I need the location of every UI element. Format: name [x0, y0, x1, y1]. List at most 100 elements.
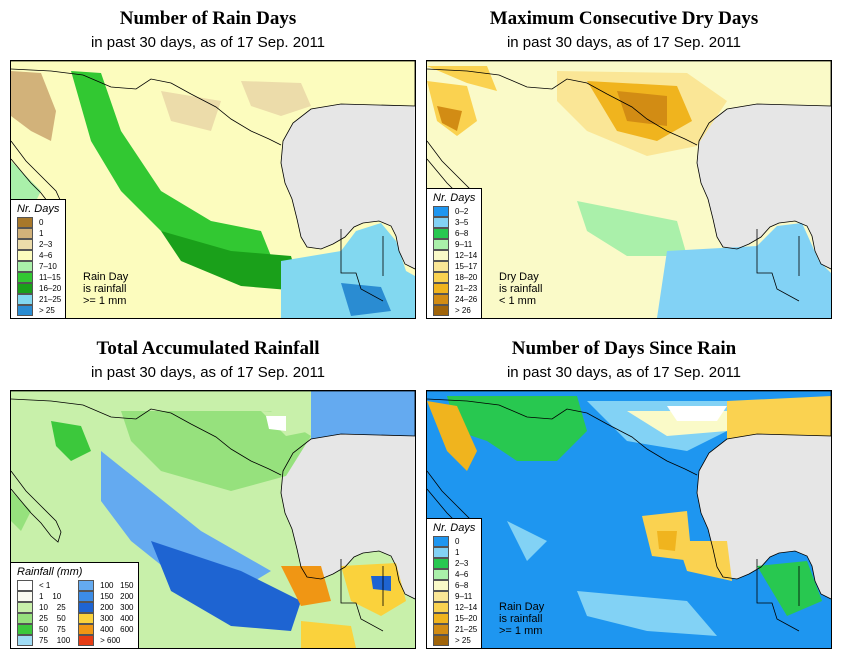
- legend-note-line: Dry Day: [499, 271, 539, 283]
- legend-item: 16–20: [17, 283, 61, 294]
- legend-label: 6–8: [455, 229, 469, 238]
- legend-swatch: [433, 206, 449, 217]
- map-rain-days: Nr. Days 0 1 2–3 4–6 7–10 11–15 16–20 21–25 > 25…: [10, 60, 416, 319]
- legend-item: 25 50: [17, 613, 70, 624]
- legend-item: 6–8: [433, 228, 477, 239]
- legend-label: 400 600: [100, 625, 134, 634]
- legend-label: 100 150: [100, 581, 134, 590]
- legend-note-line: Rain Day: [83, 271, 129, 283]
- legend-list: 0 1 2–3 4–6 7–10 11–15 16–20 21–25 > 25: [17, 217, 61, 316]
- panel-total-rainfall: Total Accumulated Rainfall in past 30 da…: [0, 330, 416, 650]
- legend: Rainfall (mm) < 1 100 150 1 10 150 200 10 25…: [11, 562, 139, 648]
- legend-item: 21–25: [17, 294, 61, 305]
- legend-label: 21–25: [39, 295, 62, 304]
- legend-item: 2–3: [433, 558, 477, 569]
- panel-subtitle: in past 30 days, as of 17 Sep. 2011: [506, 34, 742, 51]
- legend-item: 18–20: [433, 272, 477, 283]
- legend-label: 3–5: [455, 218, 469, 227]
- legend-label: 300 400: [100, 614, 134, 623]
- legend-item: 1: [433, 547, 477, 558]
- panel-title: Total Accumulated Rainfall: [96, 338, 320, 359]
- legend-item: 6–8: [433, 580, 477, 591]
- legend-item: 1: [17, 228, 61, 239]
- legend-swatch: [17, 228, 33, 239]
- legend-label: 7–10: [39, 262, 57, 271]
- legend-item: 21–25: [433, 624, 477, 635]
- legend-item: > 25: [17, 305, 61, 316]
- legend-item: 1 10: [17, 591, 70, 602]
- legend-label: 9–11: [455, 592, 473, 601]
- legend-item: 9–11: [433, 239, 477, 250]
- legend-swatch: [17, 294, 33, 305]
- legend-item: 0: [433, 536, 477, 547]
- legend-note-line: is rainfall: [499, 283, 543, 295]
- legend-item: 400 600: [78, 624, 134, 635]
- legend-item: 3–5: [433, 217, 477, 228]
- panel-rain-days: Number of Rain Days in past 30 days, as …: [0, 0, 416, 320]
- legend-item: 12–14: [433, 602, 477, 613]
- map-total-rainfall: Rainfall (mm) < 1 100 150 1 10 150 200 10 25…: [10, 390, 416, 649]
- legend-note: Dry Day is rainfall < 1 mm: [499, 271, 542, 307]
- legend-label: 25 50: [39, 614, 66, 623]
- legend-label: 11–15: [39, 273, 61, 282]
- legend-label: 4–6: [39, 251, 53, 260]
- panel-subtitle: in past 30 days, as of 17 Sep. 2011: [90, 34, 326, 51]
- legend-label: 75 100: [39, 636, 71, 645]
- legend-swatch: [17, 613, 33, 624]
- legend-list: < 1 100 150 1 10 150 200 10 25 200 300 25 50 30…: [17, 580, 134, 646]
- legend-item: > 600: [78, 635, 133, 646]
- legend-swatch: [433, 305, 449, 316]
- legend-label: 16–20: [39, 284, 62, 293]
- legend-item: 11–15: [17, 272, 61, 283]
- legend-label: 15–17: [455, 262, 478, 271]
- legend-swatch: [433, 569, 449, 580]
- legend-swatch: [17, 272, 33, 283]
- legend-swatch: [78, 624, 95, 635]
- legend-swatch: [17, 602, 33, 613]
- legend-swatch: [78, 613, 95, 624]
- legend-label: 10 25: [39, 603, 66, 612]
- map-canvas: [11, 61, 415, 318]
- legend-swatch: [433, 250, 449, 261]
- legend-swatch: [17, 283, 33, 294]
- legend-swatch: [433, 613, 449, 624]
- panel-title: Maximum Consecutive Dry Days: [489, 8, 759, 29]
- legend-label: 200 300: [100, 603, 134, 612]
- legend-title: Nr. Days: [17, 203, 60, 215]
- legend-label: > 600: [100, 636, 121, 645]
- legend-item: 12–14: [433, 250, 477, 261]
- legend-label: 50 75: [39, 625, 66, 634]
- legend-item: 200 300: [78, 602, 134, 613]
- legend-label: 21–23: [455, 284, 478, 293]
- legend-label: > 25: [455, 636, 471, 645]
- legend-label: 12–14: [455, 603, 478, 612]
- legend-swatch: [433, 272, 449, 283]
- legend-item: 7–10: [17, 261, 61, 272]
- legend-item: 15–20: [433, 613, 477, 624]
- legend-title: Nr. Days: [433, 522, 476, 534]
- legend-label: 2–3: [455, 559, 469, 568]
- panel-days-since-rain: Number of Days Since Rain in past 30 day…: [416, 330, 832, 650]
- legend-item: 21–23: [433, 283, 477, 294]
- legend-swatch: [433, 558, 449, 569]
- legend-swatch: [17, 217, 33, 228]
- legend-swatch: [433, 261, 449, 272]
- legend-item: 50 75: [17, 624, 70, 635]
- legend-swatch: [17, 624, 33, 635]
- legend-note-line: Rain Day: [499, 601, 545, 613]
- legend-label: 150 200: [100, 592, 134, 601]
- legend-swatch: [78, 591, 95, 602]
- panel-subtitle: in past 30 days, as of 17 Sep. 2011: [90, 364, 326, 381]
- legend-swatch: [433, 228, 449, 239]
- legend-swatch: [17, 591, 33, 602]
- panel-title: Number of Rain Days: [119, 8, 297, 29]
- legend-swatch: [17, 239, 33, 250]
- legend-swatch: [433, 624, 449, 635]
- legend-swatch: [17, 580, 33, 591]
- legend-label: > 26: [455, 306, 471, 315]
- legend-swatch: [17, 261, 33, 272]
- legend-note-line: is rainfall: [83, 283, 127, 295]
- legend-note: Rain Day is rainfall >= 1 mm: [83, 271, 128, 307]
- legend-label: 18–20: [455, 273, 478, 282]
- legend-swatch: [433, 580, 449, 591]
